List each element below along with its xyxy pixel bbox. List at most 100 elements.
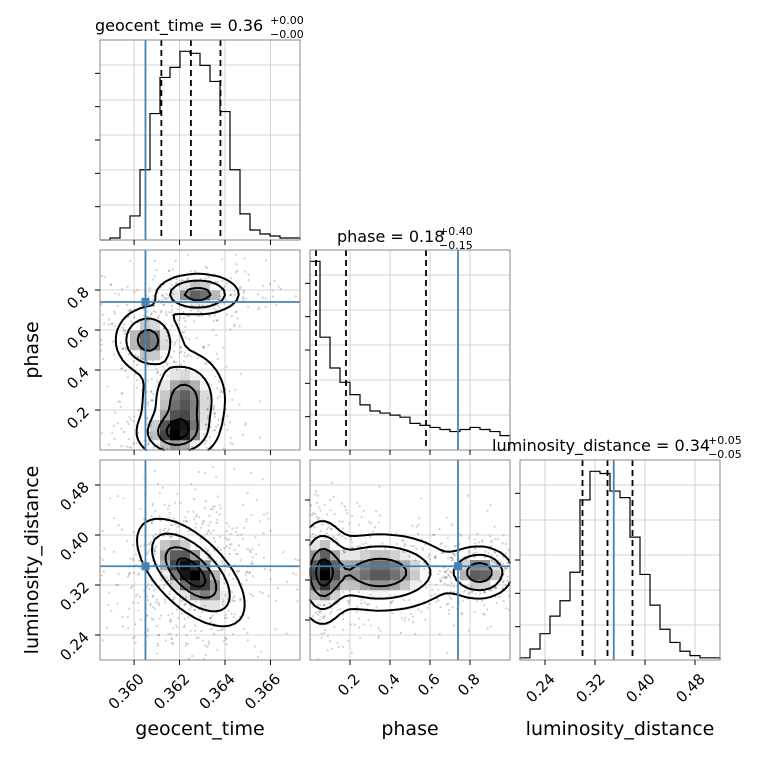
sample-point <box>204 644 207 647</box>
density-cell <box>370 570 381 581</box>
sample-point <box>126 285 129 288</box>
sample-point <box>254 645 257 648</box>
sample-point <box>247 305 250 308</box>
sample-point <box>152 618 155 621</box>
sample-point <box>146 595 149 598</box>
sample-point <box>212 406 215 410</box>
sample-point <box>167 504 171 507</box>
sample-point <box>169 618 172 621</box>
sample-point <box>170 308 173 311</box>
sample-point <box>332 536 336 539</box>
sample-point <box>181 278 184 282</box>
sample-point <box>109 283 113 286</box>
density-cell <box>470 560 481 571</box>
density-cell <box>200 590 211 601</box>
sample-point <box>401 539 404 542</box>
sample-point <box>436 597 439 600</box>
y-tick-label: 0.4 <box>63 363 93 393</box>
sample-point <box>113 437 116 441</box>
sample-point <box>119 367 123 370</box>
sample-point <box>449 570 452 574</box>
sample-point <box>268 282 272 285</box>
density-cell <box>170 400 181 411</box>
sample-point <box>450 598 453 601</box>
sample-point <box>149 604 152 607</box>
sample-point <box>194 601 197 604</box>
sample-point <box>257 655 260 659</box>
sample-point <box>151 595 154 598</box>
sample-point <box>105 626 108 629</box>
sample-point <box>204 265 207 268</box>
luminosity-distance-vs-phase-panel: 0.2 0.4 0.6 0.8 <box>305 459 511 700</box>
sample-point <box>138 559 141 563</box>
sample-point <box>234 253 237 256</box>
density-cell <box>200 410 211 421</box>
sample-point <box>495 554 498 557</box>
sample-point <box>480 599 483 602</box>
sample-point <box>342 629 345 632</box>
density-cell <box>350 580 361 591</box>
sample-point <box>205 266 208 270</box>
sample-point <box>150 515 153 518</box>
sample-point <box>370 522 373 525</box>
sample-point <box>451 559 455 562</box>
y-tick-label: 0.8 <box>63 283 93 313</box>
sample-point <box>207 524 210 527</box>
sample-point <box>379 629 382 632</box>
sample-point <box>329 509 332 512</box>
sample-point <box>221 257 224 261</box>
density-cell <box>390 570 401 581</box>
sample-point <box>375 510 378 513</box>
sample-point <box>474 542 477 545</box>
sample-point <box>202 345 205 349</box>
density-cell <box>220 580 231 591</box>
sample-point <box>172 268 175 271</box>
sample-point <box>194 526 197 529</box>
sample-point <box>189 309 192 312</box>
sample-point <box>225 643 228 646</box>
quantile-lines <box>315 250 427 450</box>
sample-point <box>183 603 186 606</box>
sample-point <box>450 523 453 526</box>
sample-point <box>319 509 322 512</box>
sample-point <box>168 590 171 593</box>
sample-point <box>153 607 156 610</box>
sample-point <box>119 405 122 408</box>
sample-point <box>411 621 415 624</box>
sample-point <box>135 553 138 556</box>
histogram-step <box>309 260 511 450</box>
sample-point <box>362 623 365 626</box>
sample-point <box>213 549 216 552</box>
sample-point <box>130 419 133 422</box>
sample-point <box>205 446 208 449</box>
sample-point <box>315 534 318 538</box>
sample-point <box>131 585 134 588</box>
sample-point <box>209 425 212 428</box>
sample-point <box>120 287 123 291</box>
axes-frame <box>309 459 511 661</box>
sample-point <box>187 338 190 341</box>
sample-point <box>482 604 486 607</box>
sample-point <box>437 599 440 603</box>
sample-point <box>237 544 241 547</box>
sample-point <box>275 599 278 602</box>
sample-point <box>225 637 228 640</box>
density-cell <box>210 590 221 601</box>
sample-point <box>495 586 498 589</box>
ticks <box>95 72 271 245</box>
sample-point <box>251 556 254 559</box>
sample-point <box>218 504 221 507</box>
sample-point <box>203 471 207 474</box>
sample-point <box>317 613 320 616</box>
sample-point <box>230 612 233 615</box>
sample-point <box>391 600 394 603</box>
sample-point <box>204 500 208 503</box>
sample-point <box>207 640 210 643</box>
sample-point <box>228 573 231 576</box>
sample-point <box>189 629 192 632</box>
sample-point <box>502 556 505 559</box>
sample-point <box>493 550 496 553</box>
sample-point <box>158 519 161 522</box>
sample-point <box>168 512 171 515</box>
sample-point <box>132 359 135 363</box>
